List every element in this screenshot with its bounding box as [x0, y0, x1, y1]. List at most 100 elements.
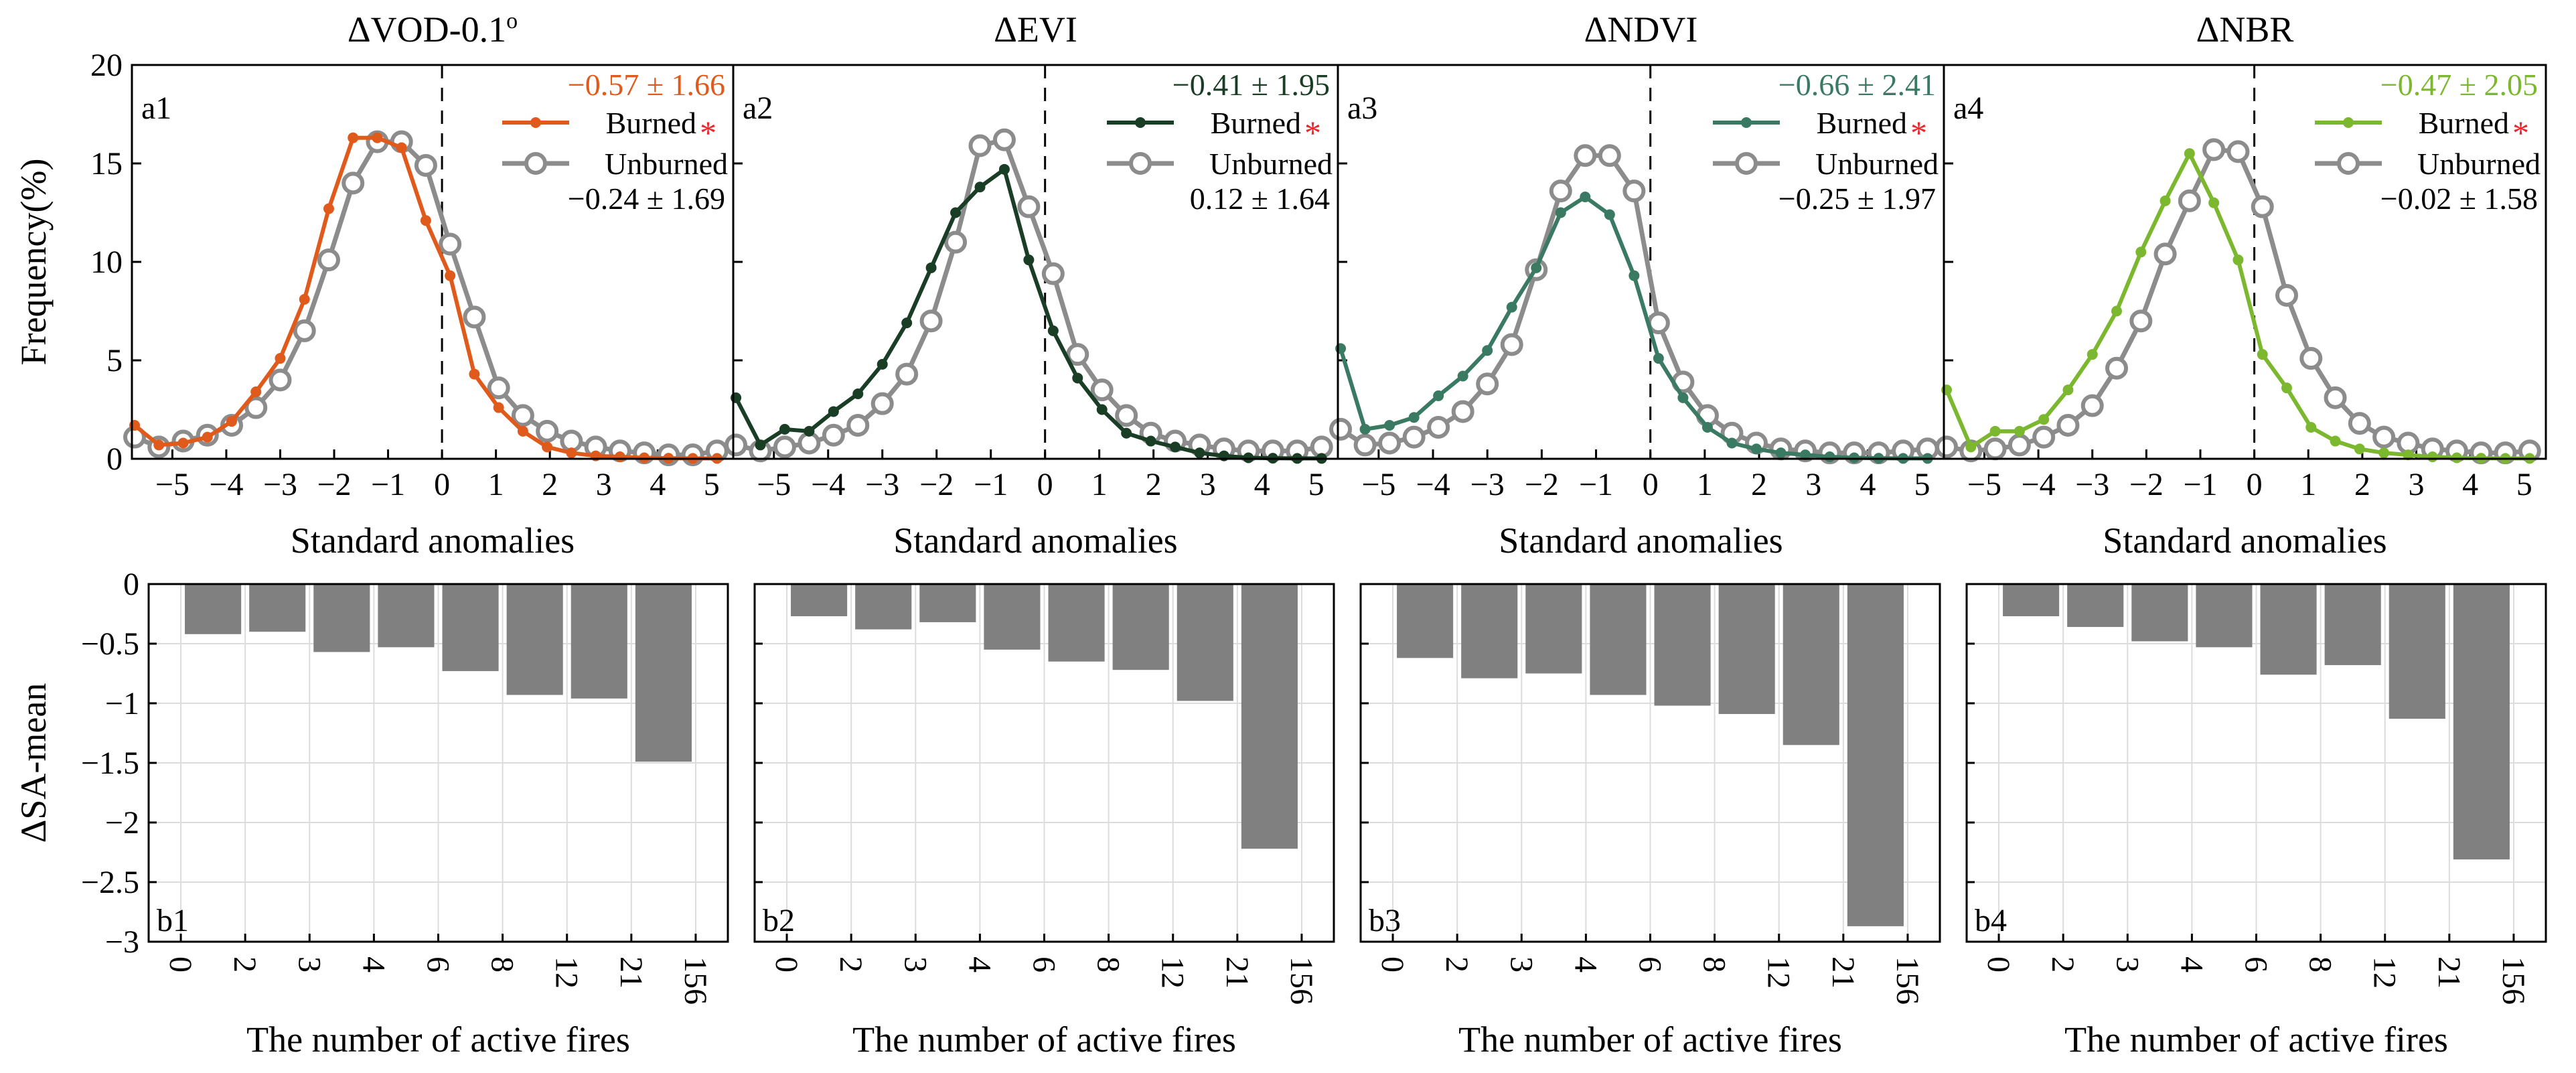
- x-tick-label: −2: [317, 467, 351, 502]
- burned-point: [1775, 447, 1787, 459]
- legend-burned-label: Burned: [2419, 106, 2509, 140]
- burned-point: [755, 439, 766, 451]
- panel-title: ΔVOD-0.1o: [348, 9, 518, 50]
- legend-unburned-marker: [1129, 152, 1152, 175]
- line-panel-a4: ΔNBR −5 −4 −3 −2 −1 0 1 2 3 4 5 a4 −0.47 ± 2.05 Burned…: [1935, 9, 2547, 561]
- y-tick-label: −3: [105, 924, 139, 960]
- unburned-point: [919, 309, 943, 333]
- x-axis-label: The number of active fires: [852, 1019, 1236, 1060]
- x-tick-label: 8: [1697, 956, 1732, 973]
- bar: [919, 584, 976, 622]
- burned-point: [1604, 209, 1615, 220]
- y-tick-label: 15: [90, 146, 123, 182]
- burned-point: [1072, 372, 1083, 384]
- x-axis-label: Standard anomalies: [1499, 520, 1783, 561]
- x-axis-label: Standard anomalies: [893, 520, 1177, 561]
- unburned-point: [1041, 262, 1065, 285]
- panel-frame: [1943, 64, 2547, 460]
- burned-point: [998, 163, 1010, 175]
- panel-label: b3: [1369, 903, 1401, 938]
- burned-point: [299, 293, 310, 305]
- x-tick-label: −4: [1416, 467, 1450, 502]
- x-tick-label: 4: [650, 467, 666, 502]
- unburned-point: [1622, 180, 1646, 203]
- x-axis-label: Standard anomalies: [2103, 520, 2386, 561]
- unburned-point: [2348, 412, 2371, 435]
- bar: [378, 584, 435, 648]
- legend-unburned-marker: [524, 152, 547, 175]
- x-tick-label: 5: [1914, 467, 1930, 502]
- unburned-point: [968, 134, 992, 157]
- burned-point: [445, 270, 456, 281]
- x-tick-label: 6: [1027, 956, 1062, 973]
- unburned-point: [487, 376, 510, 400]
- unburned-point: [895, 362, 919, 386]
- y-axis-label: Frequency(%): [13, 159, 54, 366]
- x-tick-label: 156: [2496, 956, 2531, 1005]
- x-tick-label: 21: [2431, 956, 2467, 989]
- significance-star: *: [2512, 114, 2529, 151]
- x-tick-label: −5: [1967, 467, 2001, 502]
- x-tick-label: 2: [2045, 956, 2080, 973]
- unburned-point: [1598, 144, 1621, 167]
- bar-panel-b4: 0 2 3 4 6 8 12 21 156 b4 The number of active fire…: [1965, 583, 2547, 1060]
- y-tick-label: 5: [106, 343, 123, 378]
- legend-unburned-label: Unburned: [605, 147, 728, 181]
- burned-point: [1335, 343, 1347, 354]
- burned-point: [804, 425, 815, 437]
- burned-point: [614, 451, 625, 463]
- unburned-point: [1378, 431, 1401, 455]
- x-tick-label: −3: [2075, 467, 2109, 502]
- burned-point: [2160, 195, 2171, 206]
- burned-point: [566, 447, 577, 459]
- burned-point: [1800, 449, 1811, 461]
- legend-unburned-label: Unburned: [1815, 147, 1939, 181]
- burned-point: [2257, 349, 2268, 360]
- unburned-point: [1427, 415, 1450, 439]
- unburned-point: [1353, 433, 1377, 457]
- x-tick-label: −1: [2183, 467, 2217, 502]
- x-tick-label: 8: [485, 956, 520, 973]
- x-tick-label: 2: [1146, 467, 1162, 502]
- bottom-row-bar-charts: 0 −0.5 −1 −1.5 −2 −2.5 −3 0 2 3 4 6 8 12 21 156 b1 The nu…: [13, 567, 2547, 1060]
- y-tick-label: −1: [105, 686, 139, 721]
- unburned-point: [1500, 333, 1523, 356]
- burned-point: [1824, 451, 1835, 463]
- burned-point: [2232, 255, 2244, 266]
- x-tick-label: 0: [769, 956, 804, 973]
- x-tick-label: −5: [757, 467, 791, 502]
- burned-point: [779, 423, 790, 435]
- burned-point: [1726, 437, 1738, 449]
- x-tick-label: 0: [163, 956, 198, 973]
- burned-point: [1989, 425, 2001, 437]
- burned-point: [2087, 349, 2098, 360]
- top-row-line-charts: ΔVOD-0.1o−5 −4 −3 −2 −1 0 1 2 3 4 505101520a1−0.57…: [13, 9, 2547, 561]
- x-tick-label: 12: [1761, 956, 1797, 989]
- panel-frame: [1359, 583, 1941, 943]
- x-tick-label: 2: [1439, 956, 1474, 973]
- bar: [249, 584, 306, 632]
- burned-point: [1408, 412, 1420, 423]
- burned-point: [1482, 345, 1493, 356]
- panel-frame: [753, 583, 1335, 943]
- panel-label: a2: [743, 90, 773, 126]
- bar: [1112, 584, 1169, 670]
- unburned-point: [1549, 180, 1572, 203]
- x-tick-label: 0: [2247, 467, 2263, 502]
- x-tick-label: 2: [227, 956, 262, 973]
- burned-point: [348, 132, 359, 143]
- unburned-point: [2251, 195, 2274, 218]
- burned-point: [2062, 384, 2074, 396]
- x-axis-label: The number of active fires: [2064, 1019, 2448, 1060]
- x-tick-label: −1: [371, 467, 405, 502]
- burned-point: [420, 215, 431, 226]
- burned-point: [1384, 420, 1395, 431]
- unburned-point: [1476, 372, 1499, 396]
- x-tick-label: 4: [2462, 467, 2478, 502]
- unburned-point: [463, 305, 486, 329]
- bar: [1847, 584, 1904, 926]
- burned-point: [1457, 370, 1468, 382]
- bar: [2131, 584, 2188, 642]
- bar: [1654, 584, 1711, 706]
